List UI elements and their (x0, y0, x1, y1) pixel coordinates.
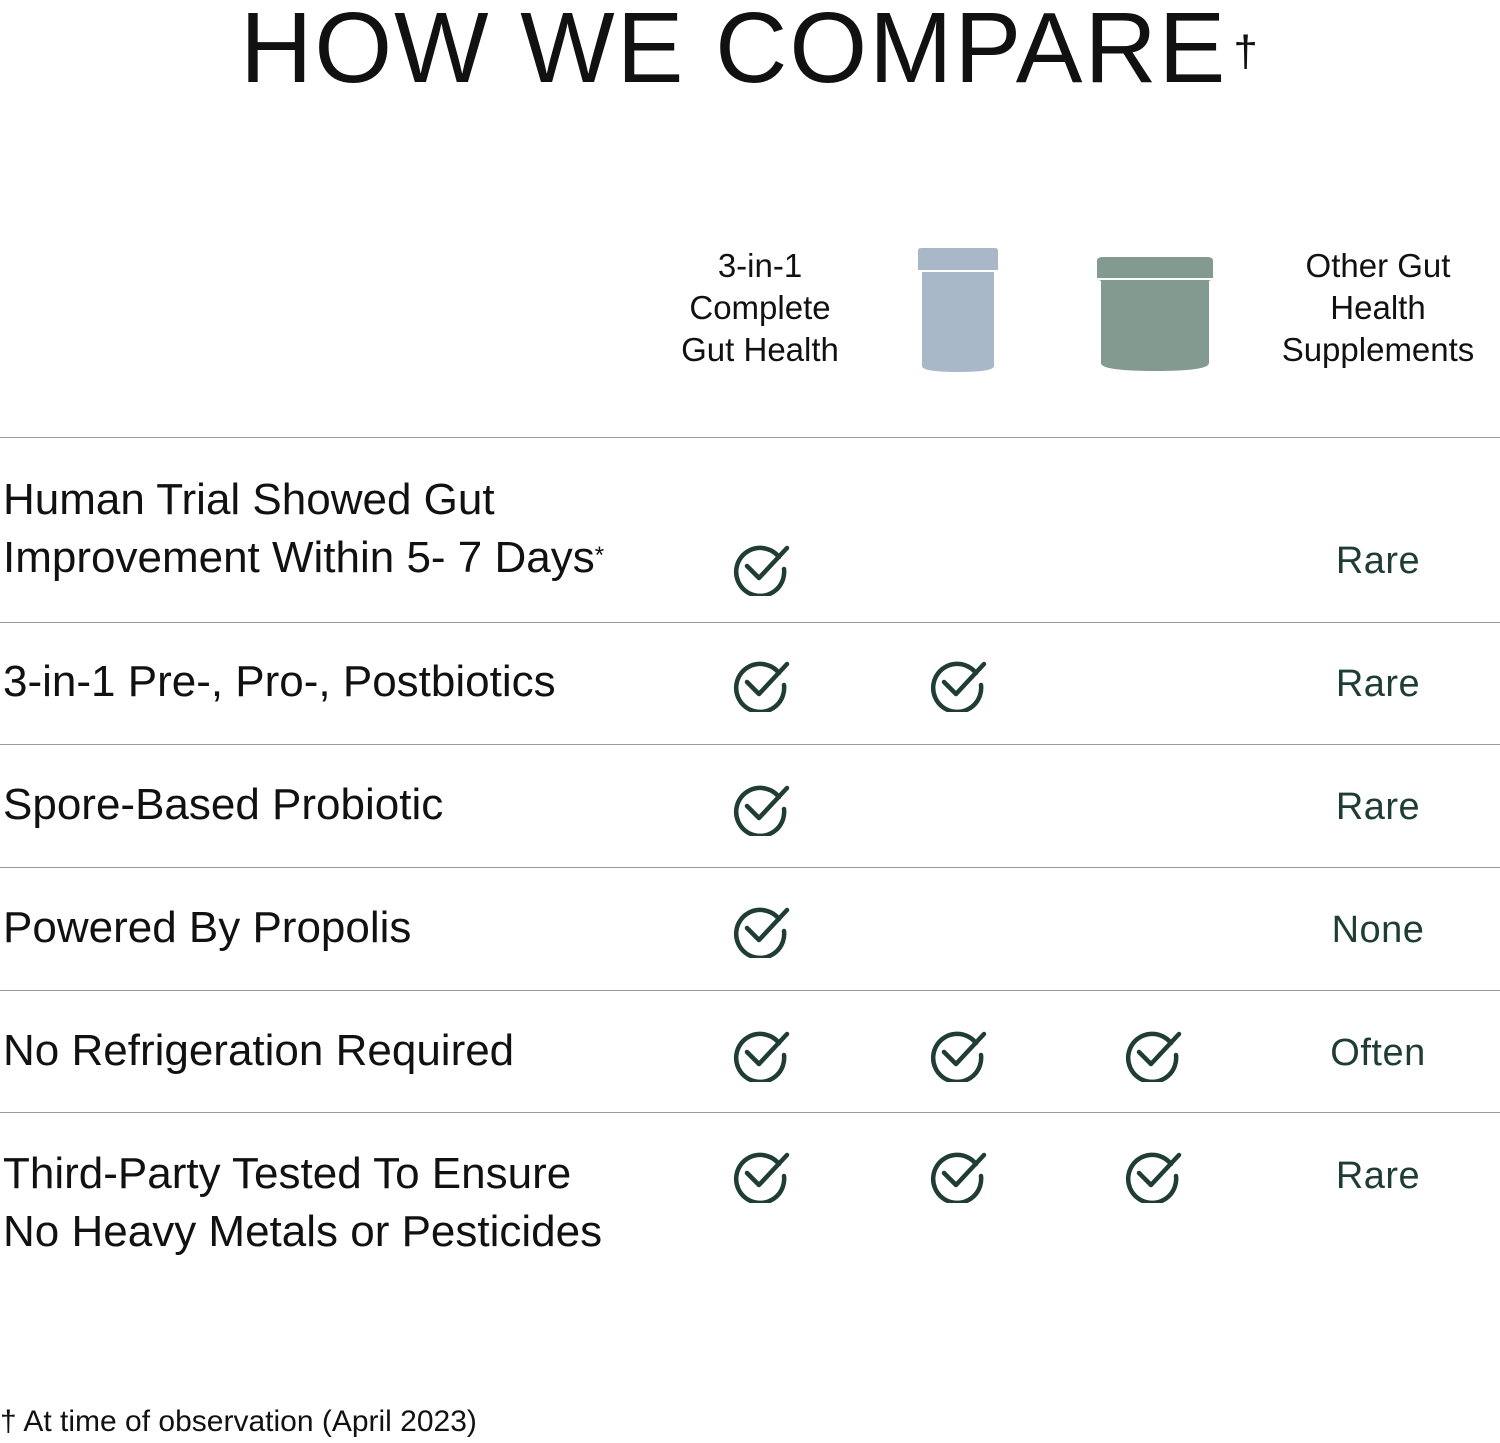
row-label-line: Human Trial Showed Gut (3, 475, 495, 524)
column-heading-line: 3-in-1 (717, 247, 803, 284)
row-label-human-trial: Human Trial Showed Gut Improvement Withi… (3, 471, 693, 587)
row-divider (0, 622, 1500, 623)
row-label-line: Improvement Within 5- 7 Days* (3, 529, 693, 587)
check-icon (733, 1031, 790, 1082)
asterisk-mark: * (594, 542, 605, 569)
column-heading-line: Supplements (1281, 331, 1475, 368)
footnote: † At time of observation (April 2023) (0, 1405, 477, 1438)
row-label-line: No Heavy Metals or Pesticides (3, 1207, 603, 1256)
other-value: Rare (1335, 786, 1421, 828)
other-value: Rare (1335, 1155, 1421, 1197)
check-icon (1125, 1152, 1182, 1203)
column-heading-line: Health (1330, 289, 1426, 326)
row-divider (0, 1112, 1500, 1113)
row-label-line: Powered By Propolis (3, 903, 412, 952)
row-divider (0, 990, 1500, 991)
column-heading-other: Other Gut Health Supplements (1258, 245, 1498, 371)
column-heading-line: Complete (689, 289, 831, 326)
row-label-3in1-biotics: 3-in-1 Pre-, Pro-, Postbiotics (3, 653, 693, 711)
check-icon (930, 1152, 987, 1203)
row-divider (0, 744, 1500, 745)
row-label-line: Third-Party Tested To Ensure (3, 1149, 572, 1198)
row-label-third-party-tested: Third-Party Tested To Ensure No Heavy Me… (3, 1145, 693, 1261)
column-heading-3in1: 3-in-1 Complete Gut Health (645, 245, 875, 371)
column-heading-line: Gut Health (681, 331, 839, 368)
bottle-icon (910, 246, 1006, 381)
jar-icon (1093, 253, 1217, 380)
row-label-line: Spore-Based Probiotic (3, 780, 444, 829)
row-label-no-refrigeration: No Refrigeration Required (3, 1022, 693, 1080)
row-label-line: No Refrigeration Required (3, 1026, 515, 1075)
check-icon (930, 661, 987, 712)
check-icon (1125, 1031, 1182, 1082)
other-value: None (1331, 909, 1425, 951)
other-value: Rare (1335, 540, 1421, 582)
row-label-propolis: Powered By Propolis (3, 899, 693, 957)
row-label-line: 3-in-1 Pre-, Pro-, Postbiotics (3, 657, 556, 706)
check-icon (733, 1152, 790, 1203)
page-title: HOW WE COMPARE † (0, 0, 1500, 108)
check-icon (733, 545, 790, 596)
page-title-text: HOW WE COMPARE (240, 0, 1228, 104)
check-icon (733, 661, 790, 712)
check-icon (733, 907, 790, 958)
check-icon (930, 1031, 987, 1082)
title-dagger-mark: † (1233, 27, 1260, 76)
row-label-text: Improvement Within 5- 7 Days (3, 533, 595, 582)
header-divider (0, 437, 1500, 438)
row-label-spore-based: Spore-Based Probiotic (3, 776, 693, 834)
row-divider (0, 867, 1500, 868)
column-heading-line: Other Gut (1305, 247, 1451, 284)
other-value: Rare (1335, 663, 1421, 705)
check-icon (733, 785, 790, 836)
other-value: Often (1330, 1032, 1426, 1074)
